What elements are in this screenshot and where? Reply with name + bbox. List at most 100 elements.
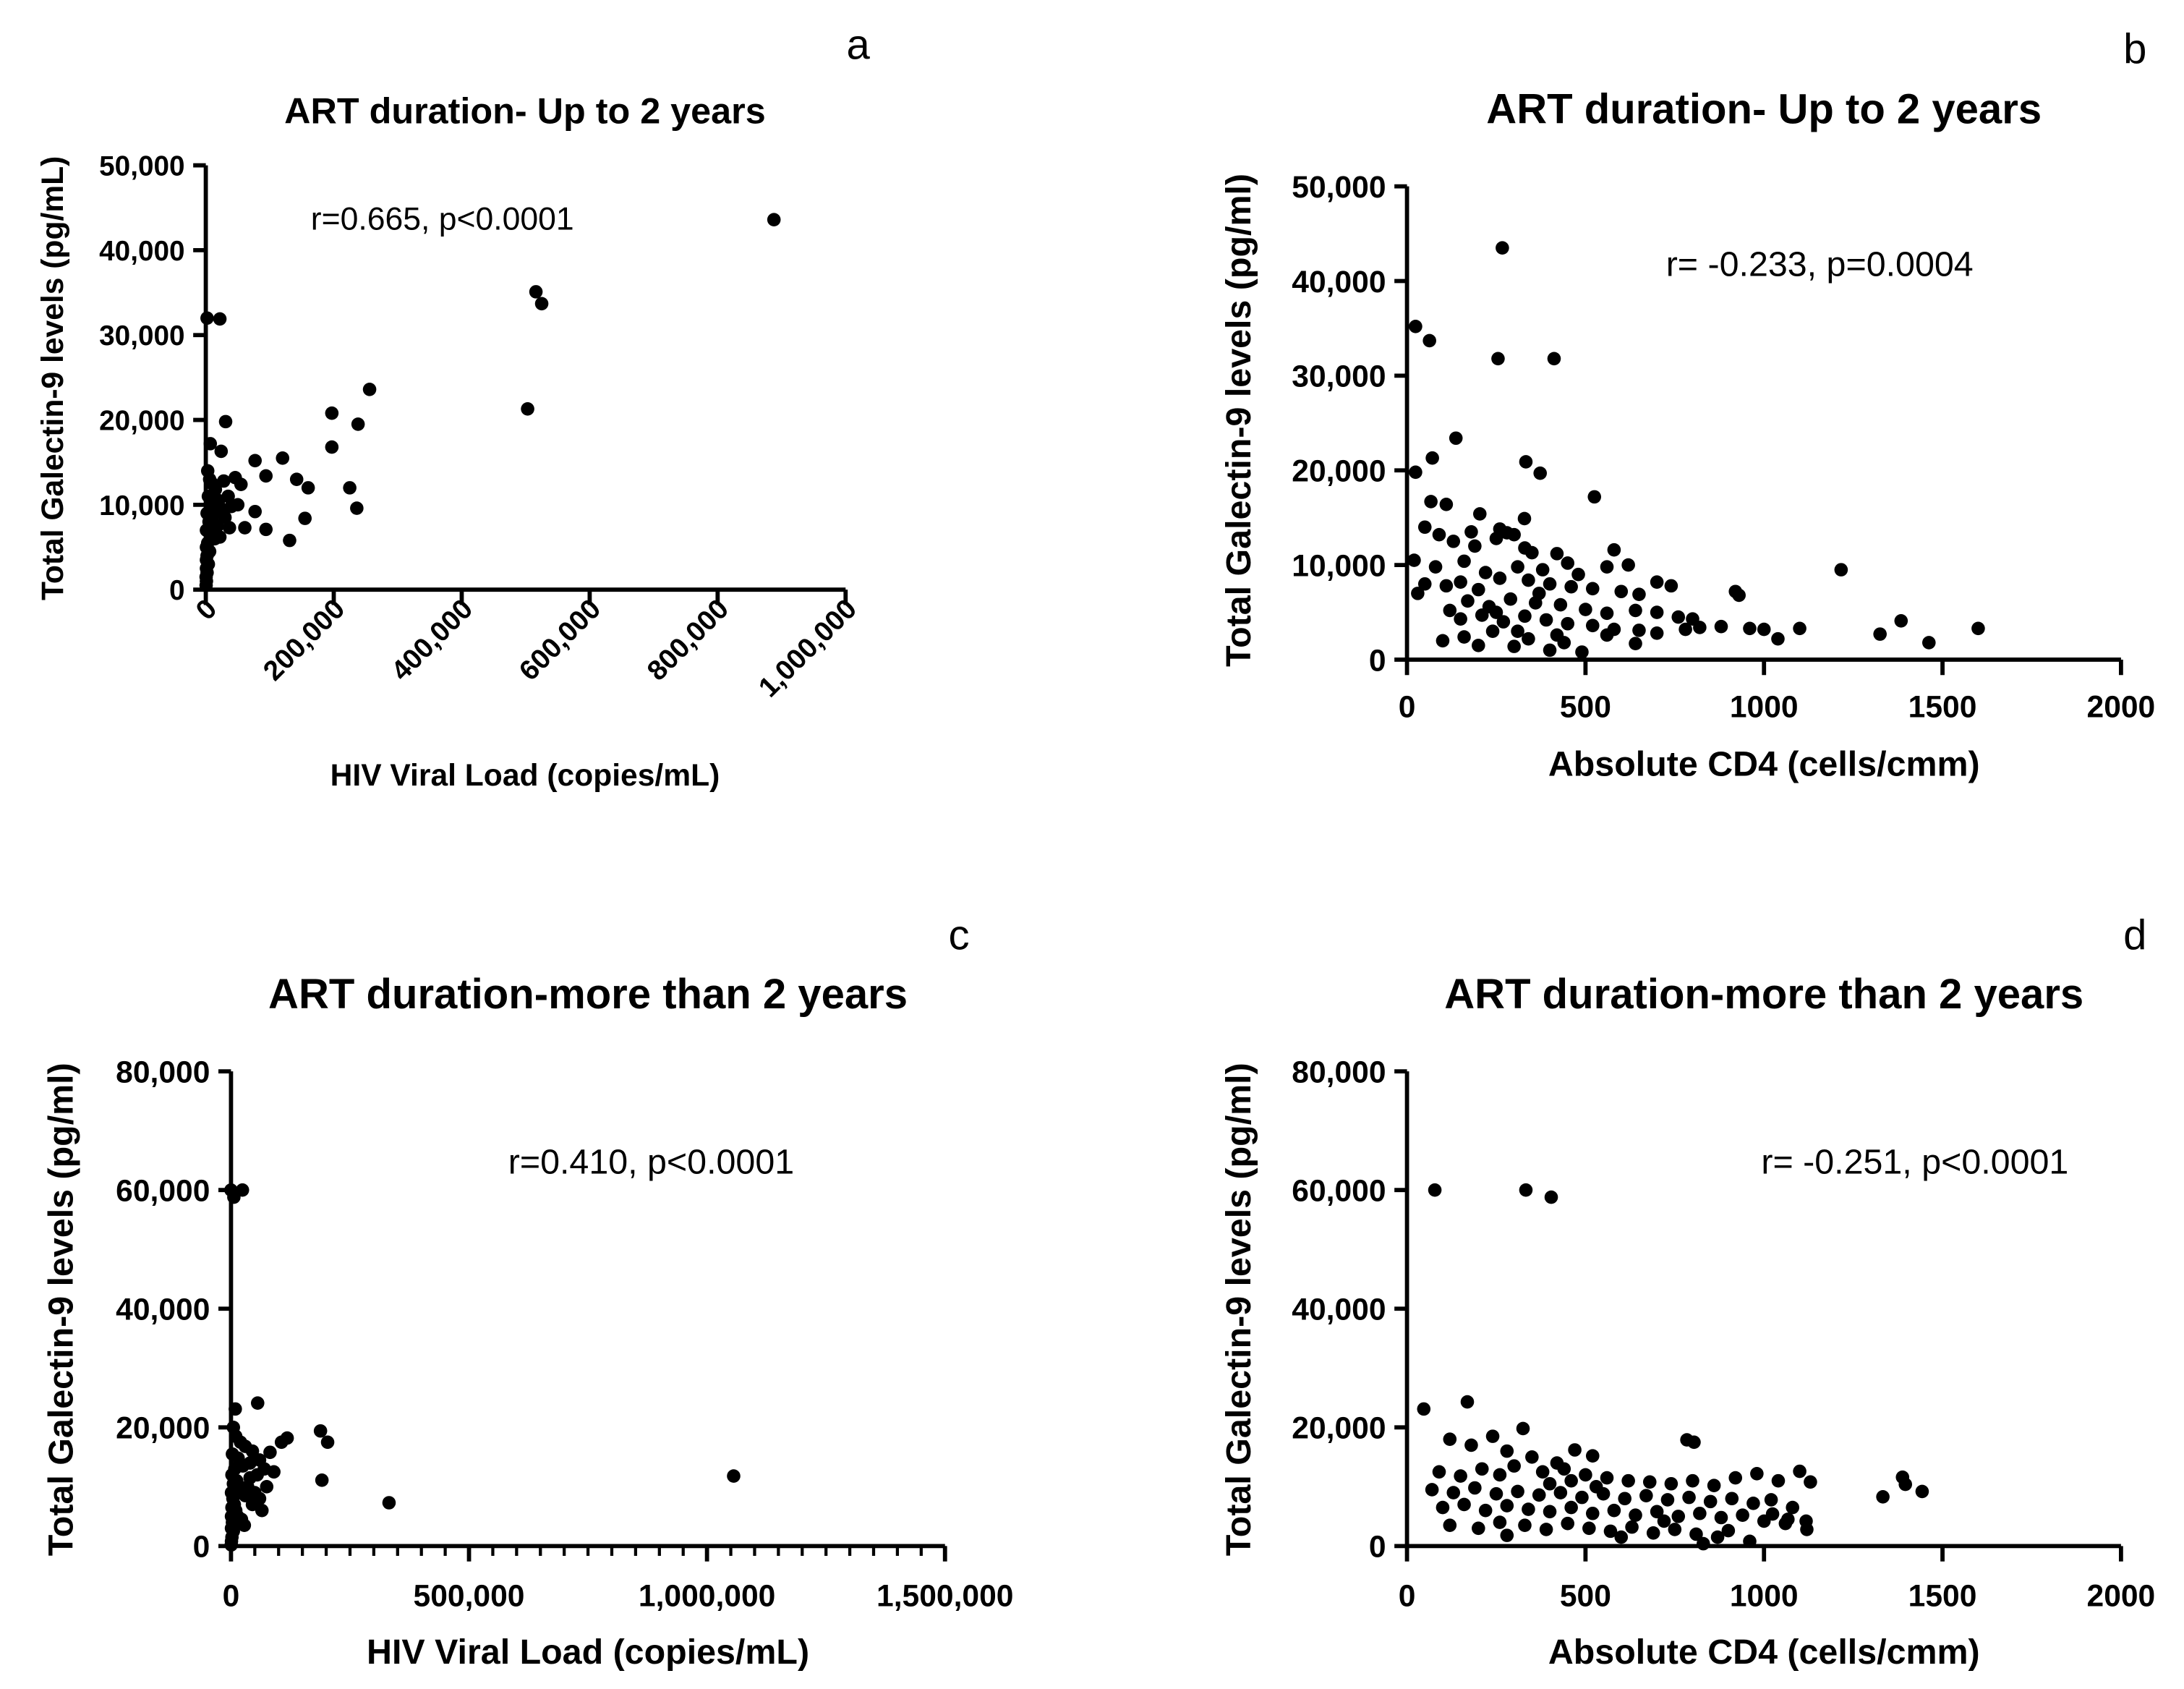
data-point [1621, 1473, 1635, 1488]
data-point [529, 285, 543, 299]
data-point [1793, 1464, 1807, 1479]
data-point [1571, 567, 1585, 582]
data-point [1703, 1494, 1718, 1509]
data-point [1472, 639, 1485, 652]
data-point [382, 1496, 396, 1510]
data-point [248, 504, 262, 519]
data-point [1417, 577, 1432, 591]
y-tick-label: 40,000 [1292, 265, 1386, 299]
data-point [1629, 603, 1642, 618]
data-point [1543, 577, 1557, 591]
data-point [1432, 527, 1446, 542]
data-point [1689, 1527, 1703, 1541]
y-tick-label: 20,000 [1292, 454, 1386, 489]
data-point [1553, 1486, 1568, 1499]
data-point [320, 1435, 335, 1450]
data-point [1561, 556, 1575, 570]
data-point [1507, 527, 1521, 542]
chart-title: ART duration-more than 2 years [268, 971, 908, 1018]
data-point [315, 1473, 329, 1487]
data-point [1457, 554, 1471, 569]
data-point [1550, 547, 1564, 561]
data-point [1522, 1502, 1535, 1516]
y-tick-label: 40,000 [116, 1293, 210, 1327]
y-axis-label: Total Galectin-9 levels (pg/ml) [1219, 1063, 1258, 1556]
data-point [1454, 1469, 1467, 1483]
data-point [1436, 634, 1450, 648]
data-point [1736, 1508, 1749, 1523]
data-point [1439, 579, 1454, 593]
data-point [1642, 1475, 1657, 1489]
data-point [1491, 352, 1505, 366]
scatter-points [1407, 241, 1985, 659]
data-point [217, 474, 231, 488]
data-point [1664, 579, 1678, 593]
data-point [1511, 560, 1524, 574]
data-point [1478, 566, 1493, 579]
data-point [1539, 1523, 1553, 1536]
data-point [199, 579, 213, 592]
x-tick-label: 2000 [2087, 689, 2156, 724]
panel-label: a [847, 21, 871, 68]
data-point [1873, 627, 1887, 641]
axes: 0 20,000 40,000 60,000 80,000 0 500,000 1,000,0… [116, 1055, 1013, 1613]
y-tick-label: 0 [193, 1530, 210, 1565]
data-point [1543, 643, 1557, 658]
data-point [1533, 466, 1548, 480]
data-point [1618, 1492, 1631, 1506]
data-point [1436, 1500, 1450, 1515]
data-point [1489, 605, 1503, 619]
data-point [1579, 603, 1592, 616]
data-point [1496, 241, 1509, 255]
data-point [1535, 1465, 1550, 1479]
data-point [1457, 1497, 1471, 1512]
data-point [534, 297, 549, 311]
x-axis-label: Absolute CD4 (cells/cmm) [1548, 745, 1980, 784]
x-axis-label: HIV Viral Load (copies/mL) [330, 758, 720, 793]
data-point [1804, 1475, 1817, 1489]
data-point [1518, 1518, 1532, 1532]
y-tick-label: 10,000 [99, 490, 184, 522]
data-point [1417, 520, 1432, 535]
x-tick-label: 1000 [1730, 1579, 1799, 1614]
data-point [1693, 621, 1707, 634]
y-tick-label: 30,000 [1292, 360, 1386, 394]
data-point [767, 213, 781, 226]
data-point [325, 406, 339, 420]
data-point [259, 522, 273, 537]
data-point [1894, 614, 1908, 628]
data-point [1532, 1488, 1546, 1502]
data-point [1425, 1483, 1439, 1497]
scatter-points [199, 213, 781, 592]
data-point [1671, 1510, 1686, 1523]
data-point [1543, 1476, 1557, 1491]
data-point [1600, 628, 1614, 642]
y-axis-label: Total Galectin-9 levels (pg/ml) [1219, 174, 1258, 667]
y-tick-label: 60,000 [116, 1174, 210, 1209]
x-tick-label: 1,000,000 [639, 1579, 775, 1614]
data-point [1585, 1506, 1600, 1520]
data-point [248, 454, 262, 468]
data-point [1614, 584, 1629, 599]
data-point [1496, 615, 1511, 629]
x-axis-label: HIV Viral Load (copies/mL) [367, 1633, 809, 1672]
data-point [1589, 1480, 1603, 1494]
data-point [1686, 1473, 1699, 1488]
x-tick-label: 500,000 [414, 1579, 525, 1614]
data-point [1579, 1468, 1592, 1482]
data-point [1425, 451, 1439, 465]
data-point [213, 530, 227, 544]
data-point [1629, 637, 1642, 651]
data-point [1793, 621, 1807, 636]
chart-title: ART duration- Up to 2 years [1486, 86, 2042, 133]
data-point [1582, 1521, 1596, 1536]
data-point [1600, 606, 1614, 621]
scatter-points [1417, 1183, 1929, 1551]
data-point [1493, 1468, 1507, 1482]
data-point [343, 481, 357, 495]
data-point [1525, 545, 1539, 560]
data-point [1732, 588, 1746, 603]
data-point [1650, 605, 1664, 619]
data-point [1786, 1500, 1800, 1515]
